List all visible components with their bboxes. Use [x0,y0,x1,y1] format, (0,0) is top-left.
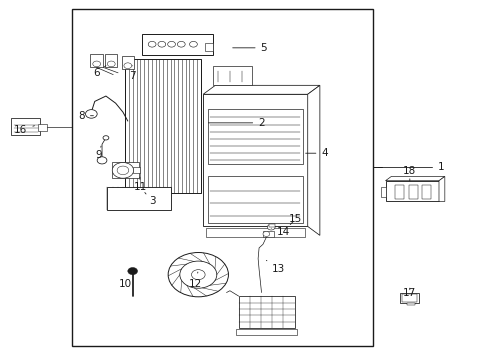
Circle shape [123,63,131,68]
Polygon shape [203,85,319,94]
Text: 12: 12 [189,272,202,289]
Circle shape [177,41,185,47]
Bar [399,293,418,303]
Circle shape [112,162,133,178]
Bar [205,228,305,237]
Bar [408,185,417,199]
Bar [207,176,302,223]
Bar [142,33,212,55]
Text: 18: 18 [403,166,416,181]
Bar [204,43,213,51]
Text: 16: 16 [14,125,34,135]
Bar [107,187,170,210]
Bar [105,54,117,67]
Text: 8: 8 [78,111,93,121]
Circle shape [103,136,109,140]
Circle shape [263,231,269,237]
Bar [238,296,294,328]
Bar [11,118,40,135]
Text: 9: 9 [95,146,102,160]
Text: 4: 4 [305,148,327,158]
Bar [125,59,201,193]
Polygon shape [385,176,444,181]
Bar [132,167,140,173]
Circle shape [117,166,128,175]
Bar [90,54,102,67]
Bar [407,303,414,305]
Circle shape [180,261,216,288]
Circle shape [168,252,228,297]
Text: 1: 1 [378,162,444,172]
Bar [380,187,386,197]
Bar [401,294,416,302]
Text: 14: 14 [271,227,289,237]
Circle shape [127,267,137,275]
Polygon shape [307,85,319,235]
Text: 5: 5 [232,43,267,53]
Bar [236,329,296,335]
Circle shape [267,224,275,230]
Bar [207,109,302,164]
Circle shape [97,157,107,164]
Bar [112,162,139,178]
Text: 2: 2 [208,118,264,128]
Text: 15: 15 [288,214,302,225]
Circle shape [148,41,156,47]
Circle shape [107,61,115,67]
Bar [385,181,438,202]
Bar [212,66,251,85]
Bar [394,185,403,199]
Circle shape [167,41,175,47]
Bar [38,123,46,131]
Bar [422,185,430,199]
Text: 17: 17 [403,288,416,297]
Circle shape [93,61,101,67]
Text: 11: 11 [133,177,146,192]
Bar [203,94,307,226]
Bar [263,231,273,237]
Bar [72,9,372,346]
Text: 13: 13 [266,260,285,274]
Bar [269,224,275,227]
Bar [122,56,134,69]
Text: 10: 10 [119,273,132,289]
Circle shape [158,41,165,47]
Polygon shape [438,176,444,202]
Text: 6: 6 [93,66,106,78]
Circle shape [85,110,97,118]
Circle shape [191,270,204,280]
Text: 7: 7 [129,66,136,81]
Circle shape [189,41,197,47]
Text: 3: 3 [144,193,155,206]
